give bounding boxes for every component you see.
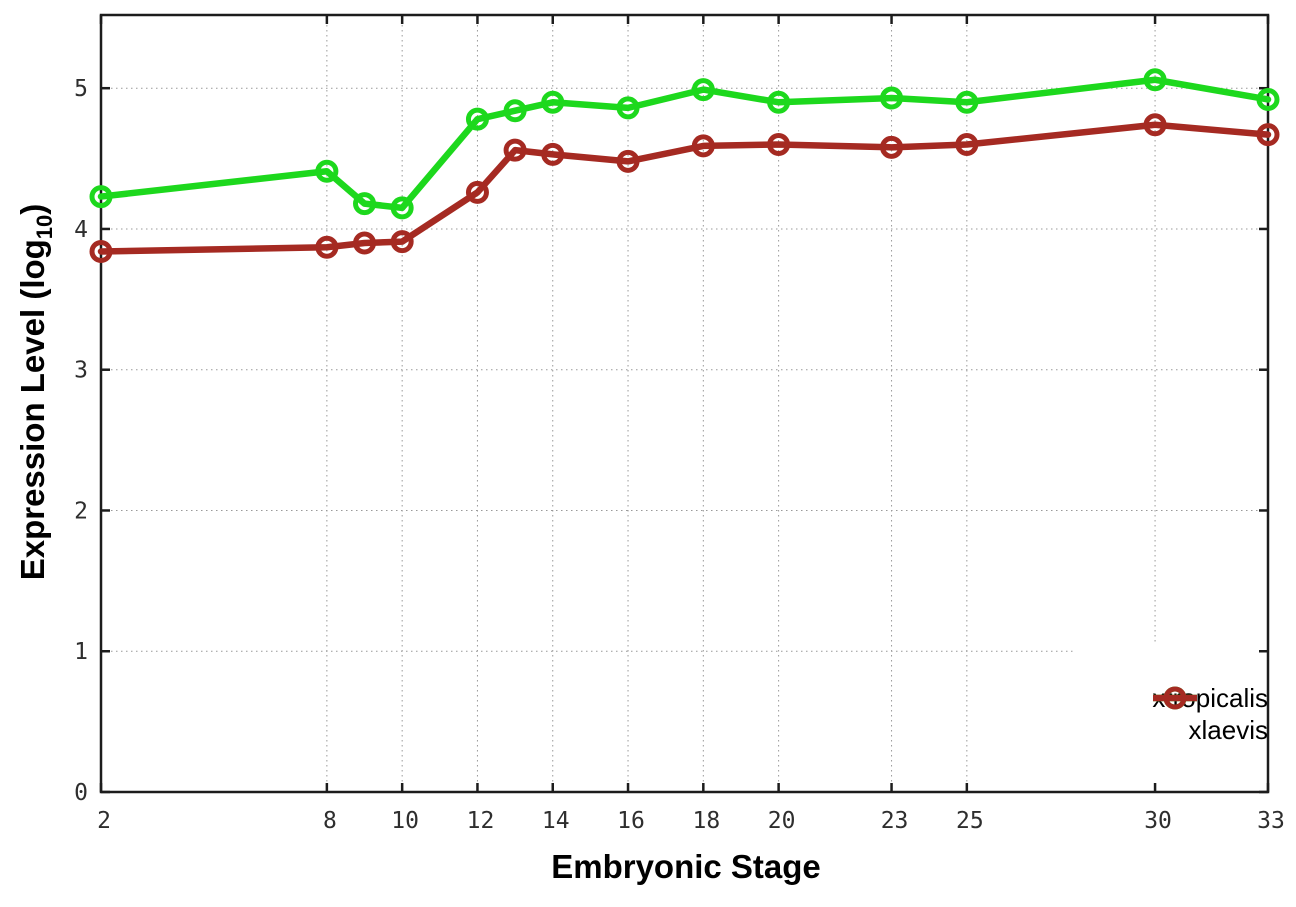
x-tick-label: 23 — [881, 808, 909, 834]
x-tick-label: 25 — [956, 808, 984, 834]
data-point-xlaevis — [955, 133, 979, 156]
x-tick-label: 8 — [323, 808, 337, 834]
data-point-xlaevis — [541, 142, 565, 166]
x-tick-label: 14 — [542, 808, 570, 834]
y-tick-label: 0 — [74, 780, 88, 806]
y-axis-title-text: Expression Level (log — [14, 239, 52, 581]
data-point-xtropicalis — [541, 90, 565, 114]
series-line-xtropicalis — [97, 76, 1272, 212]
x-tick-label: 16 — [617, 808, 645, 834]
data-point-xlaevis — [1256, 123, 1280, 147]
y-axis-title-subscript: 10 — [31, 214, 57, 240]
data-point-xtropicalis — [1256, 87, 1280, 111]
data-point-xlaevis — [691, 134, 715, 158]
data-point-xtropicalis — [503, 99, 527, 123]
data-point-xlaevis — [315, 235, 339, 259]
y-tick-label: 3 — [74, 358, 88, 384]
x-tick-label: 33 — [1257, 808, 1285, 834]
data-point-xtropicalis — [955, 90, 979, 114]
data-point-xtropicalis — [390, 196, 414, 220]
x-tick-label: 2 — [97, 808, 111, 834]
legend: xtropicalis xlaevis — [1152, 682, 1268, 746]
y-tick-label: 2 — [74, 498, 88, 524]
data-point-xlaevis — [767, 133, 791, 156]
series-line-xlaevis — [97, 121, 1272, 255]
x-tick-label: 30 — [1144, 808, 1172, 834]
x-tick-label: 12 — [467, 808, 495, 834]
x-tick-label: 20 — [768, 808, 796, 834]
y-axis-title-close: ) — [14, 203, 52, 215]
data-point-xtropicalis — [616, 96, 640, 120]
data-point-xtropicalis — [880, 86, 904, 110]
data-point-xlaevis — [390, 230, 414, 254]
y-tick-label: 4 — [74, 217, 88, 243]
data-point-xtropicalis — [353, 192, 377, 216]
plot-border — [99, 13, 1270, 794]
legend-background — [1073, 642, 1267, 791]
y-tick-label: 1 — [74, 639, 88, 665]
y-tick-label: 5 — [74, 76, 88, 102]
data-point-xtropicalis — [767, 90, 791, 114]
data-point-xtropicalis — [89, 185, 113, 209]
legend-swatch-line-point-icon — [1153, 686, 1198, 710]
x-axis-title: Embryonic Stage — [551, 848, 821, 885]
data-point-xlaevis — [503, 138, 527, 162]
data-point-xtropicalis — [315, 159, 339, 183]
data-point-xtropicalis — [465, 107, 489, 131]
data-point-xlaevis — [465, 180, 489, 204]
y-axis-title: Expression Level (log10) — [14, 204, 58, 581]
data-point-xlaevis — [89, 239, 113, 263]
data-point-xlaevis — [353, 231, 377, 255]
data-point-xlaevis — [880, 135, 904, 159]
data-point-xtropicalis — [1143, 68, 1167, 92]
data-point-xlaevis — [1143, 113, 1167, 137]
x-tick-label: 10 — [391, 808, 419, 834]
x-tick-label: 18 — [692, 808, 720, 834]
data-point-xtropicalis — [691, 78, 715, 102]
legend-label: xlaevis — [1188, 715, 1268, 745]
legend-item-xlaevis: xlaevis — [1152, 686, 1268, 746]
data-point-xlaevis — [616, 149, 640, 173]
